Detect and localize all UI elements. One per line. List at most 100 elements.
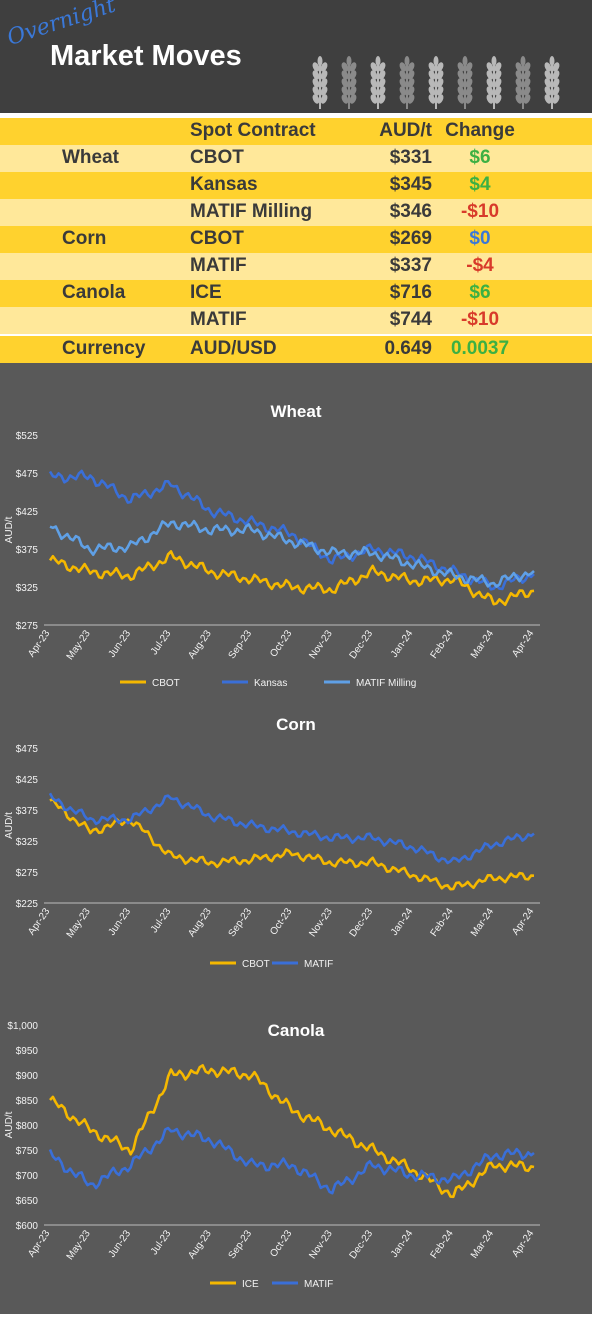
cell-price: $345 xyxy=(389,174,432,195)
x-tick-label: Mar-24 xyxy=(469,628,496,661)
x-tick-label: Dec-23 xyxy=(348,906,376,939)
y-tick-label: $425 xyxy=(16,507,39,518)
x-tick-label: Aug-23 xyxy=(186,906,214,939)
column-header: Spot Contract xyxy=(190,120,316,141)
x-tick-label: Jul-23 xyxy=(149,1228,174,1257)
x-tick-label: Oct-23 xyxy=(268,628,294,659)
y-tick-label: $275 xyxy=(16,868,39,879)
legend-label: CBOT xyxy=(152,678,180,689)
cell-commodity: Currency xyxy=(62,338,146,359)
y-tick-label: $475 xyxy=(16,469,39,480)
y-tick-label: $700 xyxy=(16,1171,39,1182)
x-tick-label: Jan-24 xyxy=(389,906,416,938)
wheat-stalk-icon xyxy=(544,56,560,109)
y-tick-label: $600 xyxy=(16,1221,39,1232)
x-tick-label: Dec-23 xyxy=(348,628,376,661)
column-header: Change xyxy=(445,120,515,141)
chart-canola: $600 $650 $700 $750 $800 $850 $900 $950 $1,000 AU… xyxy=(4,1021,540,1290)
legend-label: MATIF xyxy=(304,959,333,970)
chart-title: Wheat xyxy=(271,402,322,421)
cell-change: -$10 xyxy=(460,309,500,330)
legend-label: CBOT xyxy=(242,959,270,970)
wheat-stalk-icon xyxy=(515,56,531,109)
chart-corn: $225 $275 $325 $375 $425 $475 AUD/t Corn Apr-23 M… xyxy=(4,715,540,970)
cell-change: $0 xyxy=(469,228,491,249)
table-row: MATIF $337 -$4 xyxy=(0,253,592,280)
cell-price: $346 xyxy=(389,201,432,222)
y-tick-label: $425 xyxy=(16,775,39,786)
wheat-stalk-icon xyxy=(312,56,328,109)
cell-change: 0.0037 xyxy=(450,338,510,359)
table-row: Corn CBOT $269 $0 xyxy=(0,226,592,253)
x-tick-label: Apr-24 xyxy=(510,628,536,659)
cell-contract: MATIF xyxy=(190,309,247,330)
x-tick-label: Jan-24 xyxy=(389,628,416,660)
wheat-stalk-icon xyxy=(428,56,444,109)
y-tick-label: $525 xyxy=(16,431,39,442)
x-tick-label: Mar-24 xyxy=(469,906,496,939)
cell-contract: MATIF Milling xyxy=(190,201,313,222)
x-tick-label: Nov-23 xyxy=(307,1228,335,1261)
x-tick-label: Feb-24 xyxy=(429,628,456,661)
table-row: Wheat CBOT $331 $6 xyxy=(0,145,592,172)
x-tick-label: Apr-23 xyxy=(26,628,52,659)
table-row: Canola ICE $716 $6 xyxy=(0,280,592,307)
column-header: AUD/t xyxy=(379,120,432,141)
x-tick-label: Sep-23 xyxy=(227,906,255,939)
y-tick-label: $325 xyxy=(16,837,39,848)
cell-price: $744 xyxy=(389,309,432,330)
legend-label: MATIF xyxy=(304,1279,333,1290)
x-tick-label: May-23 xyxy=(65,1228,93,1262)
cell-commodity: Wheat xyxy=(62,147,119,168)
series-line-matif xyxy=(48,792,535,865)
x-tick-label: May-23 xyxy=(65,906,93,940)
series-line-cbot xyxy=(48,550,535,606)
wheat-icon xyxy=(312,56,560,109)
y-tick-label: $650 xyxy=(16,1196,39,1207)
cell-contract: AUD/USD xyxy=(190,338,277,359)
x-tick-label: Apr-23 xyxy=(26,1228,52,1259)
y-tick-label: $375 xyxy=(16,545,39,556)
wheat-stalk-icon xyxy=(341,56,357,109)
x-tick-label: Jul-23 xyxy=(149,628,174,657)
x-tick-label: Jun-23 xyxy=(107,906,134,938)
cell-price: $331 xyxy=(389,147,432,168)
x-tick-label: Nov-23 xyxy=(307,628,335,661)
chart-title: Canola xyxy=(268,1021,325,1040)
cell-contract: CBOT xyxy=(190,147,244,168)
x-tick-label: Sep-23 xyxy=(227,1228,255,1261)
y-tick-label: $750 xyxy=(16,1146,39,1157)
x-tick-label: Jul-23 xyxy=(149,906,174,935)
chart-title: Corn xyxy=(276,715,316,734)
y-tick-label: $475 xyxy=(16,744,39,755)
x-tick-label: Oct-23 xyxy=(268,906,294,937)
cell-price: 0.649 xyxy=(384,338,432,359)
cell-price: $716 xyxy=(389,282,432,303)
series-line-cbot xyxy=(49,797,535,891)
cell-change: $6 xyxy=(469,147,491,168)
y-tick-label: $800 xyxy=(16,1121,39,1132)
cell-change: $6 xyxy=(469,282,491,303)
x-tick-label: Jun-23 xyxy=(107,1228,134,1260)
wheat-stalk-icon xyxy=(486,56,502,109)
cell-contract: MATIF xyxy=(190,255,247,276)
y-tick-label: $1,000 xyxy=(7,1021,38,1032)
x-tick-label: Apr-24 xyxy=(510,1228,536,1259)
page-title: Market Moves xyxy=(50,40,242,72)
x-tick-label: Apr-23 xyxy=(26,906,52,937)
x-tick-label: Feb-24 xyxy=(429,1228,456,1261)
cell-commodity: Corn xyxy=(62,228,107,249)
y-tick-label: $325 xyxy=(16,583,39,594)
wheat-stalk-icon xyxy=(457,56,473,109)
table-row: Currency AUD/USD 0.649 0.0037 xyxy=(0,334,592,364)
charts-svg: $275 $325 $375 $425 $475 $525 AUD/t Wheat Apr-23… xyxy=(4,402,540,1290)
table-row: MATIF Milling $346 -$10 xyxy=(0,199,592,226)
charts-panel: $275 $325 $375 $425 $475 $525 AUD/t Wheat Apr-23… xyxy=(0,363,592,1314)
wheat-stalk-icon xyxy=(399,56,415,109)
legend-label: Kansas xyxy=(254,678,287,689)
wheat-stalk-icon xyxy=(370,56,386,109)
x-tick-label: Nov-23 xyxy=(307,906,335,939)
series-line-matif-milling xyxy=(49,519,535,588)
series-line-ice xyxy=(49,1064,535,1199)
header-banner: Overnight Market Moves xyxy=(0,0,592,113)
